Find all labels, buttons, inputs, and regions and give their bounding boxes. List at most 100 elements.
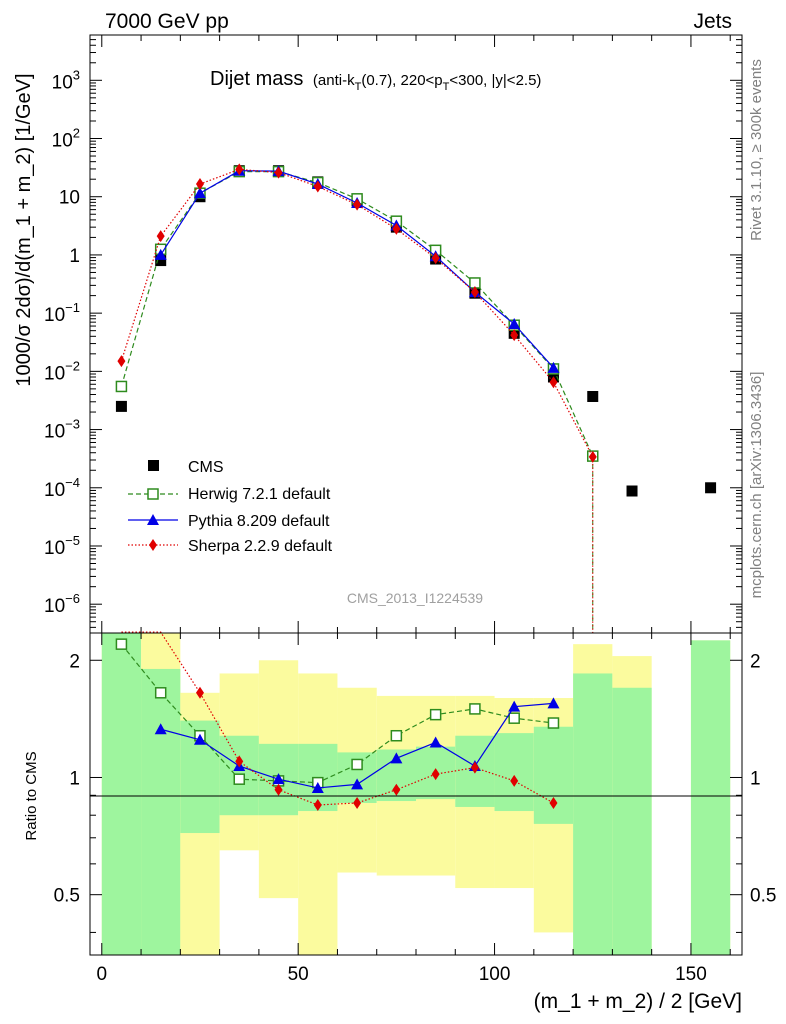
data-point xyxy=(510,329,519,342)
x-tick-label: 0 xyxy=(96,964,107,985)
ratio-point xyxy=(508,700,521,712)
legend-label-cms: CMS xyxy=(188,459,224,476)
axis-ticks xyxy=(90,34,742,955)
data-point xyxy=(117,355,126,368)
x-tick-label: 50 xyxy=(288,964,309,985)
header-collision-label: 7000 GeV pp xyxy=(105,10,229,33)
y-tick-label: 10−3 xyxy=(44,417,80,443)
y-tick-base: 10 xyxy=(44,480,65,501)
ratio-y-tick-label-right: 2 xyxy=(750,651,761,672)
ratio-point xyxy=(547,697,560,709)
legend-label-sherpa: Sherpa 2.2.9 default xyxy=(188,538,333,555)
data-point xyxy=(588,450,597,463)
ratio-point xyxy=(390,752,403,764)
data-point xyxy=(115,400,127,412)
ratio-point xyxy=(470,761,479,774)
ratio-point xyxy=(508,712,520,724)
y-tick-label: 10 xyxy=(59,188,80,209)
ratio-point xyxy=(272,773,285,785)
ratio-point xyxy=(195,686,204,699)
ratio-y-tick-label-right: 0.5 xyxy=(750,886,776,907)
y-tick-exponent: −4 xyxy=(65,475,80,490)
ratio-point xyxy=(235,755,244,768)
ratio-point xyxy=(547,717,560,729)
ratio-point xyxy=(154,687,167,699)
band-inner xyxy=(573,673,613,955)
y-tick-exponent: −3 xyxy=(65,417,80,432)
legend-marker-pythia xyxy=(147,514,159,525)
y-tick-label: 10−6 xyxy=(44,591,80,617)
data-point xyxy=(547,361,560,373)
y-axis-label-ratio: Ratio to CMS xyxy=(23,751,40,840)
y-tick-label: 1 xyxy=(69,246,80,267)
ratio-uncertainty-bands xyxy=(101,633,731,955)
band-inner xyxy=(101,633,142,955)
y-tick-label: 10−4 xyxy=(44,475,80,501)
data-point xyxy=(193,187,206,199)
ratio-point xyxy=(353,796,362,809)
y-tick-label: 10−5 xyxy=(44,533,80,559)
ratio-point xyxy=(392,783,401,796)
ratio-point xyxy=(154,723,167,735)
rivet-version-label: Rivet 3.1.10, ≥ 300k events xyxy=(748,59,765,241)
data-point xyxy=(470,286,479,299)
ratio-point xyxy=(233,773,246,785)
y-tick-label: 10−2 xyxy=(44,358,80,384)
mcplots-label: mcplots.cern.ch [arXiv:1306.3436] xyxy=(748,372,765,599)
ratio-point xyxy=(351,758,363,771)
plot-title-detail-mid: (0.7), 220<p xyxy=(361,72,442,89)
ratio-y-tick-label: 0.5 xyxy=(54,886,80,907)
band-inner xyxy=(690,640,731,955)
data-point xyxy=(626,485,638,497)
x-axis-label: (m_1 + m_2) / 2 [GeV] xyxy=(534,990,742,1013)
data-point xyxy=(313,180,322,193)
y-tick-label: 102 xyxy=(52,126,80,152)
plot-title: Dijet mass (anti-kT(0.7), 220<pT<300, |y… xyxy=(210,68,541,93)
main-line xyxy=(120,168,594,458)
ratio-line xyxy=(120,643,554,784)
ratio-y-tick-label-right: 1 xyxy=(750,768,761,789)
x-tick-label: 100 xyxy=(479,964,511,985)
data-point xyxy=(115,380,128,393)
y-tick-exponent: −2 xyxy=(65,358,80,373)
ratio-line xyxy=(121,631,554,806)
ratio-series xyxy=(115,631,560,811)
y-tick-exponent: 2 xyxy=(73,126,80,141)
ratio-point xyxy=(469,703,481,715)
band-inner xyxy=(494,733,534,812)
ratio-point xyxy=(311,781,324,793)
data-point xyxy=(195,178,204,191)
main-series xyxy=(115,163,717,633)
data-point xyxy=(154,248,167,260)
y-tick-base: 10 xyxy=(44,363,65,384)
y-tick-exponent: 3 xyxy=(73,67,80,82)
data-point xyxy=(235,163,244,176)
ratio-point xyxy=(390,729,403,742)
plot-title-detail-post: <300, |y|<2.5) xyxy=(449,72,541,89)
y-tick-base: 10 xyxy=(44,596,65,617)
ratio-point xyxy=(431,768,440,781)
band-outer xyxy=(298,673,338,955)
data-point xyxy=(549,376,558,389)
legend-marker-cms xyxy=(148,460,159,471)
y-tick-base: 10 xyxy=(44,422,65,443)
data-point xyxy=(587,390,599,402)
y-axis-label-main: 1000/σ 2dσ)/d(m_1 + m_2) [1/GeV] xyxy=(13,73,35,386)
data-point xyxy=(155,255,167,267)
y-tick-label: 10−1 xyxy=(44,300,80,326)
legend-label-herwig: Herwig 7.2.1 default xyxy=(188,486,331,503)
plot-title-sub2: T xyxy=(443,81,450,93)
y-tick-base: 10 xyxy=(44,305,65,326)
data-point xyxy=(156,230,165,243)
axis-tick-labels: 0 50 100 15010−610−510−410−310−210−11101021… xyxy=(44,67,776,985)
ratio-point xyxy=(549,796,558,809)
y-tick-exponent: −5 xyxy=(65,533,80,548)
legend-marker-herwig xyxy=(147,488,159,500)
data-point xyxy=(392,222,401,235)
data-point xyxy=(353,198,362,211)
ratio-point xyxy=(510,774,519,787)
data-point xyxy=(705,482,717,494)
band-inner xyxy=(612,687,652,955)
ratio-point xyxy=(429,708,442,721)
